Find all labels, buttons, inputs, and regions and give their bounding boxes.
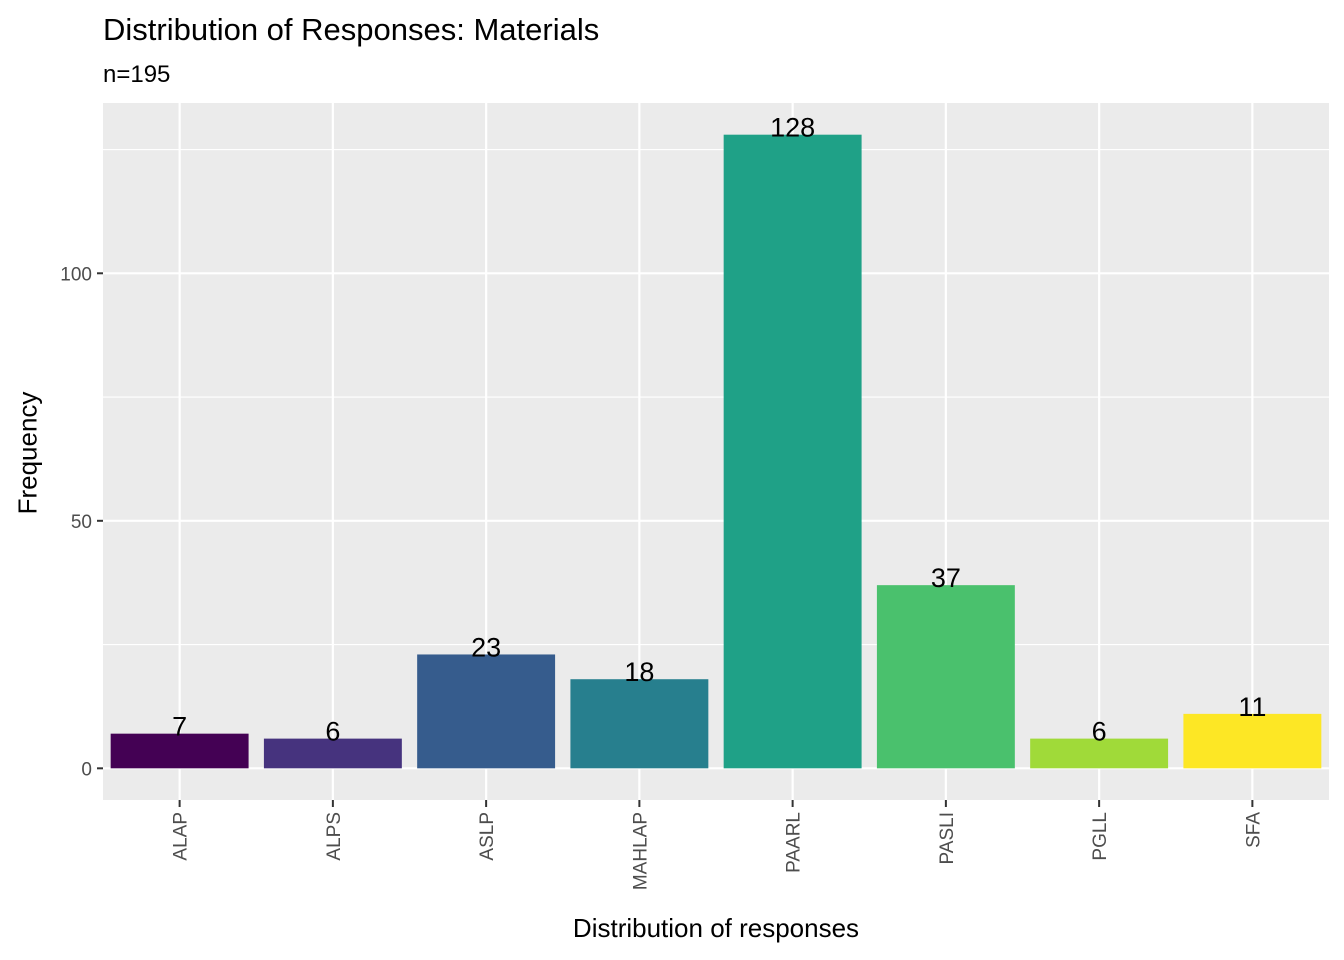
- data-label: 11: [1238, 692, 1266, 722]
- bar-pgll: [1030, 738, 1169, 769]
- x-tick-label: PGLL: [1090, 812, 1111, 861]
- x-tick-label: ALPS: [324, 812, 345, 861]
- x-tick-label: ALAP: [171, 812, 192, 861]
- data-labels: 7 6 23 18 128 37 6 11: [172, 113, 1266, 747]
- bar-pasli: [876, 585, 1015, 769]
- data-label: 18: [624, 657, 654, 687]
- y-tick-label: 100: [60, 264, 92, 285]
- y-axis: 0 50 100: [60, 264, 103, 780]
- chart-title: Distribution of Responses: Materials: [103, 12, 600, 47]
- bar-aslp: [417, 654, 556, 769]
- bar-alap: [110, 733, 249, 769]
- data-label: 37: [931, 563, 961, 593]
- y-tick-label: 50: [71, 512, 92, 533]
- bars: [110, 134, 1322, 769]
- x-tick-label: MAHLAP: [630, 812, 651, 890]
- chart-subtitle: n=195: [103, 61, 171, 88]
- bar-paarl: [723, 134, 862, 769]
- x-tick-label: SFA: [1243, 812, 1264, 848]
- plot-panel: [103, 103, 1329, 800]
- bar-sfa: [1183, 713, 1322, 769]
- x-tick-label: PASLI: [937, 812, 958, 864]
- bar-alps: [263, 738, 402, 769]
- data-label: 23: [471, 632, 501, 662]
- x-tick-label: PAARL: [784, 812, 805, 873]
- data-label: 128: [770, 113, 815, 143]
- data-label: 7: [172, 712, 187, 742]
- data-label: 6: [1092, 717, 1107, 747]
- data-label: 6: [325, 717, 340, 747]
- x-axis: ALAP ALPS ASLP MAHLAP PAARL PASLI PGLL SFA: [171, 800, 1264, 890]
- bar-mahlap: [570, 679, 709, 769]
- x-tick-label: ASLP: [477, 812, 498, 861]
- y-axis-title: Frequency: [12, 391, 43, 515]
- x-axis-title: Distribution of responses: [572, 913, 860, 943]
- y-tick-label: 0: [81, 759, 92, 780]
